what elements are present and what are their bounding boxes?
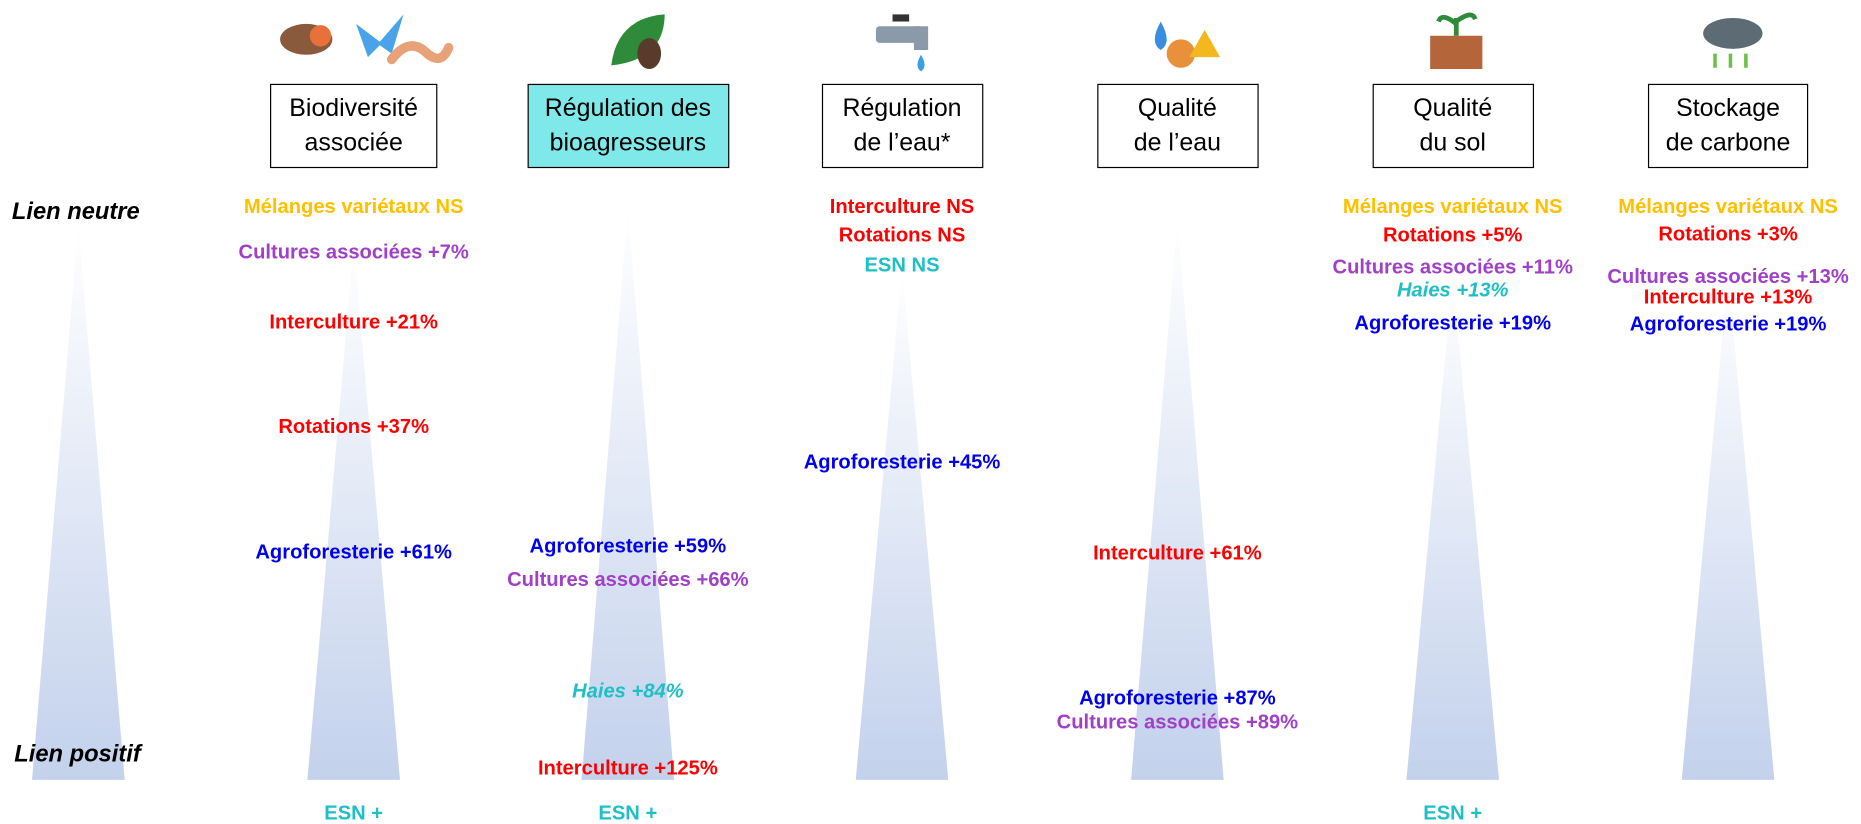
practice-effect: Interculture +125% [538,758,718,780]
icon [1430,15,1482,69]
column-title: associée [305,128,403,156]
practice-effect: Cultures associées +13% [1607,266,1849,288]
practice-effect: Rotations +3% [1658,223,1798,245]
practice-effect: Rotations NS [839,225,966,247]
side-label: Lien neutre [12,199,140,225]
column-title: Régulation des [545,94,711,122]
practice-effect: Agroforesterie +61% [255,542,452,564]
practice-effect: Mélanges variétaux NS [1343,196,1563,218]
column-title: de l’eau [1134,128,1221,156]
column-footer: ESN + [324,803,383,824]
scale-triangle [32,226,125,780]
practice-effect: ESN NS [864,254,939,276]
icon [1155,22,1220,68]
icon [611,14,664,69]
practice-effect: Haies +84% [572,680,684,702]
practice-effect: Mélanges variétaux NS [244,196,464,218]
practice-effect: Agroforesterie +19% [1354,313,1551,335]
scale-triangle [1406,273,1499,780]
icon [876,14,928,71]
column-title: Qualité [1138,94,1217,122]
column-title: Biodiversité [289,94,418,122]
column-footer: ESN + [598,803,657,824]
side-label: Lien positif [14,741,143,767]
practice-effect: Interculture +13% [1644,286,1813,308]
practice-effect: Haies +13% [1397,279,1509,301]
practice-effect: Interculture +61% [1093,543,1262,565]
practice-effect: Interculture NS [830,196,974,218]
practice-effect: Interculture +21% [269,311,438,333]
practice-effect: Agroforesterie +87% [1079,688,1276,710]
practice-effect: Agroforesterie +45% [804,451,1001,473]
diagram: Lien neutre Lien positif Biodiversité ass… [0,0,1861,824]
scale-triangle [1682,273,1775,780]
practice-effect: Cultures associées +89% [1057,711,1299,733]
column-title: de carbone [1666,128,1791,156]
column-footer: ESN + [1423,803,1482,824]
column-title: de l’eau* [854,128,951,156]
practice-effect: Agroforesterie +19% [1630,314,1827,336]
practice-effect: Rotations +37% [278,416,429,438]
icon [1703,18,1762,68]
practice-effect: Mélanges variétaux NS [1618,196,1838,218]
column-title: Régulation [842,94,961,122]
practice-effect: Rotations +5% [1383,225,1523,247]
practice-effect: Cultures associées +7% [239,241,469,263]
column-title: du sol [1419,128,1485,156]
practice-effect: Cultures associées +66% [507,569,749,591]
scale-triangle [856,267,949,780]
practice-effect: Cultures associées +11% [1333,257,1573,279]
column-title: bioagresseurs [550,128,706,156]
icon [280,14,449,59]
practice-effect: Agroforesterie +59% [530,536,727,558]
column-title: Stockage [1676,94,1780,122]
column-title: Qualité [1413,94,1492,122]
